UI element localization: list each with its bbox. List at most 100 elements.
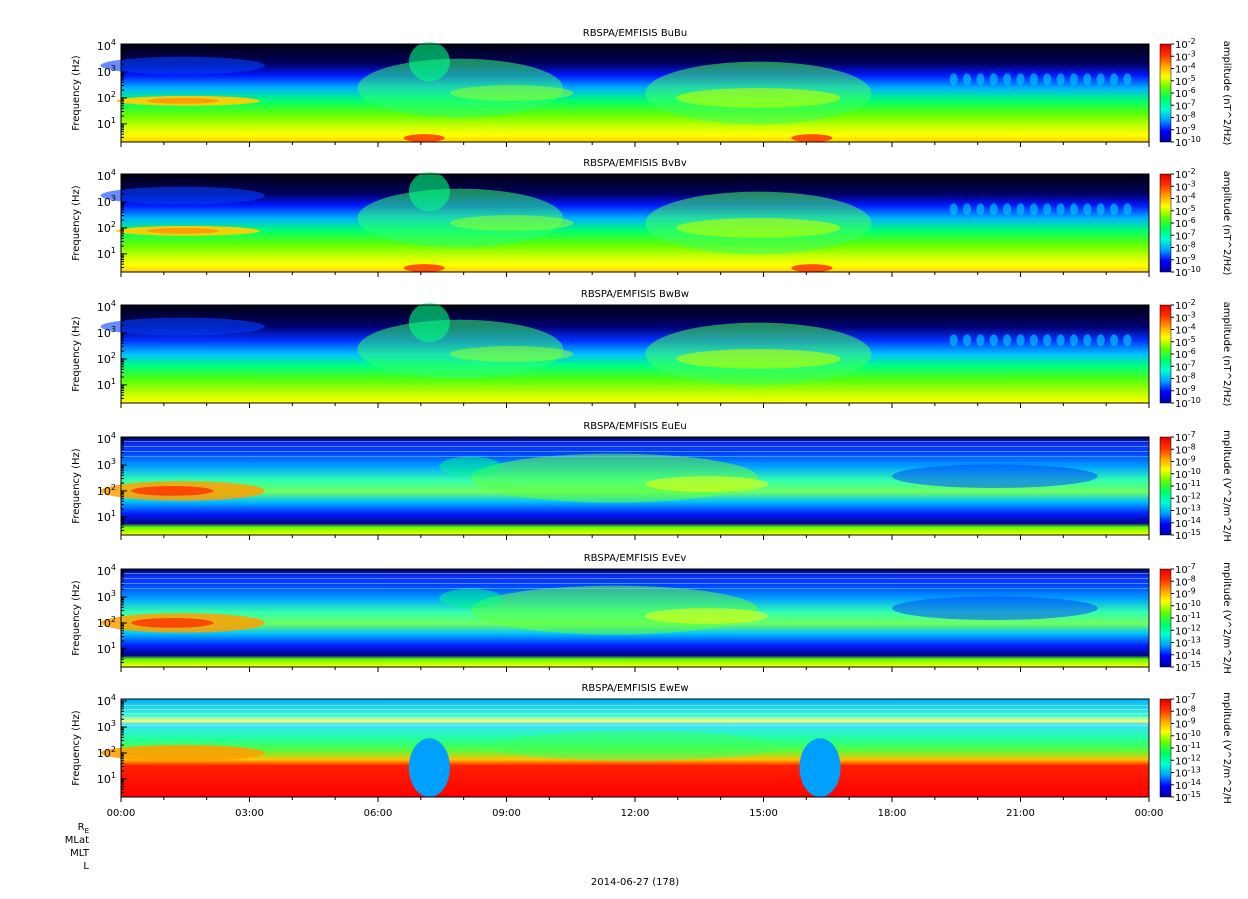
emission-feature	[892, 464, 1098, 488]
periodic-emission	[1016, 73, 1025, 86]
interference-line	[121, 573, 1149, 574]
interference-line	[121, 446, 1149, 447]
periodic-emission	[1016, 334, 1025, 347]
periodic-emission	[1096, 203, 1105, 216]
interference-line	[121, 588, 1149, 589]
hiss-band	[100, 317, 265, 336]
ephemeris-labels: RE MLat MLT L	[65, 822, 90, 872]
periodic-emission	[1096, 334, 1105, 347]
periodic-emission	[1003, 203, 1012, 216]
colorbar-tick-label: 10-15	[1175, 528, 1201, 542]
colorbar-tick-label: 10-10	[1175, 396, 1201, 410]
x-tick-label: 21:00	[1006, 808, 1035, 819]
periodic-emission	[1043, 334, 1052, 347]
y-tick-label: 102	[97, 351, 116, 366]
colorbar	[1159, 43, 1172, 143]
emission-feature	[357, 319, 564, 379]
emission-feature	[645, 476, 769, 492]
colorbar-label: amplitude (nT^2/Hz)	[1221, 171, 1232, 276]
ephemeris-label-mlt: MLT	[70, 848, 90, 859]
colorbar-tick-label: 10-8	[1175, 241, 1196, 255]
colorbar-tick-label: 10-9	[1175, 717, 1196, 731]
spectrogram-panel: RBSPA/EMFISIS BuBu Frequency (Hz) 101 102 10…	[71, 28, 1232, 149]
emission-feature	[892, 596, 1098, 620]
periodic-emission	[976, 203, 985, 216]
colorbar-tick-label: 10-9	[1175, 384, 1196, 398]
panel-title: RBSPA/EMFISIS BvBv	[583, 158, 687, 169]
periodic-emission	[1083, 73, 1092, 86]
y-tick-label: 104	[97, 693, 116, 708]
colorbar-tick-label: 10-4	[1175, 192, 1196, 206]
colorbar-tick-label: 10-3	[1175, 49, 1196, 63]
y-tick-label: 101	[97, 509, 116, 524]
colorbar-tick-label: 10-5	[1175, 204, 1196, 218]
interference-line	[121, 583, 1149, 584]
colorbar-tick-label: 10-8	[1175, 442, 1196, 456]
colorbar-tick-label: 10-14	[1175, 778, 1201, 792]
y-tick-label: 104	[97, 38, 116, 53]
colorbar-tick-label: 10-7	[1175, 430, 1196, 444]
periodic-emission	[1029, 203, 1038, 216]
panel-title: RBSPA/EMFISIS BwBw	[581, 289, 689, 300]
emission-feature	[449, 346, 574, 362]
y-tick-label: 104	[97, 299, 116, 314]
periodic-emission	[1083, 203, 1092, 216]
y-tick-label: 102	[97, 483, 116, 498]
colorbar-tick-label: 10-8	[1175, 111, 1196, 125]
periodic-emission	[1016, 203, 1025, 216]
periodic-emission	[1123, 334, 1132, 347]
periodic-emission	[1003, 334, 1012, 347]
periodic-emission	[949, 203, 958, 216]
colorbar-tick-label: 10-7	[1175, 562, 1196, 576]
x-tick-label: 03:00	[235, 808, 264, 819]
y-axis-label: Frequency (Hz)	[71, 448, 82, 524]
interference-line	[121, 456, 1149, 457]
y-tick-label: 104	[97, 563, 116, 578]
y-tick-label: 103	[97, 719, 116, 734]
spectrogram-image	[121, 44, 1149, 142]
x-tick-label: 00:00	[107, 808, 136, 819]
colorbar-tick-label: 10-8	[1175, 704, 1196, 718]
periodic-emission	[1056, 334, 1065, 347]
colorbar-tick-label: 10-2	[1175, 167, 1196, 181]
colorbar-tick-label: 10-14	[1175, 648, 1201, 662]
interference-line	[121, 713, 1149, 714]
y-tick-label: 101	[97, 116, 116, 131]
colorbar-tick-label: 10-9	[1175, 253, 1196, 267]
ephemeris-label-re: RE	[78, 822, 89, 835]
colorbar-label: amplitude (nT^2/Hz)	[1221, 41, 1232, 146]
chorus-peak	[131, 486, 214, 496]
y-tick-label: 101	[97, 246, 116, 261]
periodic-emission	[1029, 73, 1038, 86]
periodic-emission	[962, 334, 972, 347]
colorbar-tick-label: 10-9	[1175, 123, 1196, 137]
periodic-emission	[1123, 203, 1132, 216]
spectrogram-panel: RBSPA/EMFISIS BwBw Frequency (Hz) 101 102 10…	[71, 289, 1232, 410]
colorbar-tick-label: 10-15	[1175, 660, 1201, 674]
emission-feature	[676, 218, 841, 238]
colorbar-tick-label: 10-12	[1175, 491, 1201, 505]
interference-line	[121, 705, 1149, 706]
emission-feature	[449, 215, 574, 231]
interference-line	[121, 441, 1149, 442]
y-axis-label: Frequency (Hz)	[71, 710, 82, 786]
periodic-emission	[1096, 73, 1105, 86]
spectrogram-panel: RBSPA/EMFISIS EwEw Frequency (Hz) 101 102 10…	[71, 683, 1232, 804]
colorbar-tick-label: 10-5	[1175, 74, 1196, 88]
periodic-emission	[1043, 203, 1052, 216]
colorbar-tick-label: 10-15	[1175, 790, 1201, 804]
emission-feature	[676, 349, 841, 369]
colorbar-tick-label: 10-9	[1175, 587, 1196, 601]
gap-region	[408, 738, 450, 797]
emission-feature	[439, 588, 502, 609]
spectrogram-panel: RBSPA/EMFISIS EvEv Frequency (Hz) 101 102 10…	[71, 553, 1232, 674]
colorbar-tick-label: 10-4	[1175, 323, 1196, 337]
colorbar-tick-label: 10-5	[1175, 335, 1196, 349]
colorbar	[1159, 698, 1172, 798]
periodic-emission	[962, 203, 972, 216]
colorbar-tick-label: 10-11	[1175, 611, 1201, 625]
x-tick-label: 06:00	[364, 808, 393, 819]
x-tick-label: 12:00	[621, 808, 650, 819]
y-tick-label: 102	[97, 745, 116, 760]
periodic-emission	[962, 73, 972, 86]
